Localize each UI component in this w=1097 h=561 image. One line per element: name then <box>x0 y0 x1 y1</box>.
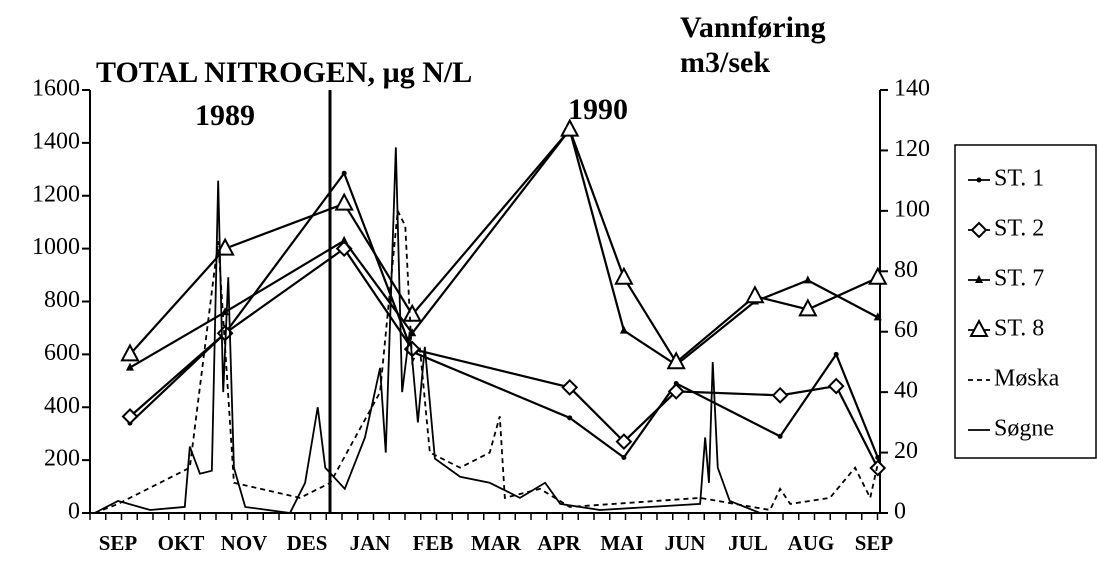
y2-tick-label: 100 <box>894 196 930 222</box>
point-marker <box>745 285 765 304</box>
legend-label: ST. 8 <box>994 316 1044 342</box>
point-marker <box>868 266 888 285</box>
y-tick-label: 800 <box>44 287 80 313</box>
legend-marker <box>970 221 988 239</box>
point-marker <box>777 433 783 439</box>
point-marker <box>614 266 634 285</box>
series-line <box>129 247 879 469</box>
legend-marker <box>969 318 989 337</box>
legend-label: Søgne <box>994 416 1054 442</box>
series-line <box>129 171 879 460</box>
point-marker <box>803 275 812 284</box>
x-tick-label: FEB <box>413 531 454 555</box>
x-tick-label: MAI <box>600 531 643 555</box>
y-tick-label: 1000 <box>32 234 80 260</box>
point-marker <box>334 192 354 211</box>
y2-tick-label: 140 <box>894 76 930 102</box>
point-marker <box>120 343 140 362</box>
y2-tick-label: 0 <box>894 499 906 525</box>
y-tick-label: 200 <box>44 446 80 472</box>
y2-axis-label: m3/sek <box>680 46 770 79</box>
point-marker <box>619 325 628 334</box>
y-tick-label: 1400 <box>32 128 80 154</box>
legend-label: ST. 1 <box>994 166 1044 192</box>
x-tick-label: SEP <box>99 531 138 555</box>
x-tick-label: SEP <box>855 531 894 555</box>
point-marker <box>560 118 580 137</box>
point-marker <box>561 379 579 396</box>
y2-tick-label: 20 <box>894 438 918 464</box>
y2-axis-label: Vannføring <box>680 11 826 44</box>
annotation: 1989 <box>195 99 255 132</box>
x-tick-label: AUG <box>788 531 835 555</box>
x-tick-label: MAR <box>471 531 522 555</box>
point-marker <box>771 386 789 404</box>
series-line <box>129 127 879 369</box>
series-line <box>129 127 879 364</box>
point-marker <box>798 298 818 317</box>
point-marker <box>341 170 347 176</box>
point-marker <box>402 303 422 322</box>
x-tick-label: DES <box>287 531 328 555</box>
x-tick-label: JUL <box>728 531 768 555</box>
x-tick-label: APR <box>537 531 581 555</box>
y2-tick-label: 40 <box>894 378 918 404</box>
y2-tick-label: 120 <box>894 136 930 162</box>
legend-marker <box>975 275 983 283</box>
point-marker <box>215 237 235 256</box>
legend-label: ST. 7 <box>994 266 1044 292</box>
x-tick-label: JUN <box>665 531 706 555</box>
point-marker <box>621 454 627 460</box>
series-line <box>94 207 882 514</box>
y-tick-label: 1600 <box>32 76 80 102</box>
y-tick-label: 0 <box>68 499 80 525</box>
point-marker <box>827 377 845 395</box>
x-tick-label: JAN <box>350 531 391 555</box>
legend-marker <box>976 177 982 183</box>
point-marker <box>121 408 139 425</box>
legend-box <box>954 144 1097 459</box>
y-tick-label: 600 <box>44 340 80 366</box>
legend-label: Møska <box>994 366 1060 392</box>
point-marker <box>615 433 633 451</box>
point-marker <box>833 351 839 357</box>
point-marker <box>667 382 685 400</box>
point-marker <box>125 362 134 371</box>
point-marker <box>873 312 882 321</box>
y-tick-label: 1200 <box>32 181 80 207</box>
x-tick-label: NOV <box>221 531 268 555</box>
chart-title: TOTAL NITROGEN, µg N/L <box>96 56 472 89</box>
point-marker <box>666 351 686 370</box>
legend-label: ST. 2 <box>994 216 1044 242</box>
y-tick-label: 400 <box>44 393 80 419</box>
x-tick-label: OKT <box>158 531 205 555</box>
y2-tick-label: 80 <box>894 257 918 283</box>
point-marker <box>869 459 887 477</box>
y2-tick-label: 60 <box>894 317 918 343</box>
annotation: 1990 <box>568 93 628 126</box>
point-marker <box>567 415 573 421</box>
series-line <box>94 147 871 514</box>
point-marker <box>340 235 349 244</box>
